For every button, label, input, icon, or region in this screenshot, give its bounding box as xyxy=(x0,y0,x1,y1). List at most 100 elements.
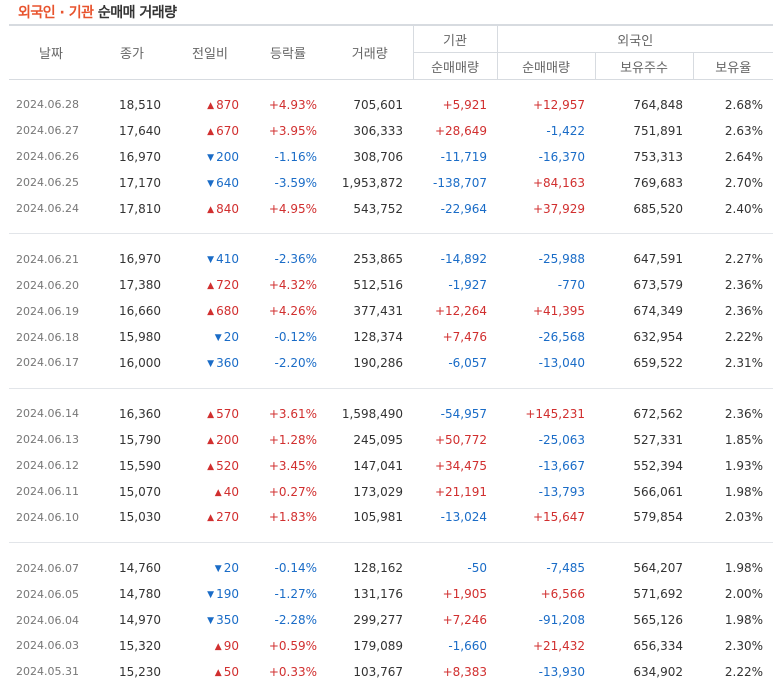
cell-foreign-holdings: 634,902 xyxy=(633,664,683,679)
cell-foreign-ratio: 2.31% xyxy=(724,355,763,370)
cell-change: ▲ 570 xyxy=(171,401,249,427)
cell-date: 2024.06.17 xyxy=(16,356,79,370)
cell-foreign-holdings: 673,579 xyxy=(633,278,683,293)
header-institution-net: 순매매량 xyxy=(412,52,497,80)
cell-rate: -3.59% xyxy=(274,175,317,190)
header-institution-group: 기관 xyxy=(412,24,497,53)
cell-change: ▼ 350 xyxy=(171,607,249,633)
change-value: 520 xyxy=(216,458,239,473)
cell-foreign-ratio: 2.30% xyxy=(724,638,763,653)
cell-foreign-holdings: 579,854 xyxy=(633,510,683,525)
triangle-down-icon: ▼ xyxy=(207,616,215,627)
cell-close: 16,360 xyxy=(119,406,161,421)
table-row: 2024.06.21 16,970 ▼ 410 -2.36% 253,865 -14,892… xyxy=(9,246,773,272)
cell-rate: +0.33% xyxy=(268,664,317,679)
separator-cell xyxy=(9,221,773,235)
cell-inst-net: -6,057 xyxy=(448,355,487,370)
cell-rate: +3.95% xyxy=(268,123,317,138)
cell-foreign-ratio: 1.98% xyxy=(724,613,763,628)
cell-foreign-ratio: 2.27% xyxy=(724,252,763,267)
cell-volume: 377,431 xyxy=(353,304,403,319)
cell-volume: 245,095 xyxy=(353,432,403,447)
cell-foreign-holdings: 527,331 xyxy=(633,432,683,447)
cell-volume: 306,333 xyxy=(353,123,403,138)
table-row: 2024.06.12 15,590 ▲ 520 +3.45% 147,041 +34,475… xyxy=(9,453,773,479)
header-rate: 등락률 xyxy=(249,24,327,80)
cell-volume: 179,089 xyxy=(353,638,403,653)
triangle-up-icon: ▲ xyxy=(207,513,215,524)
cell-rate: -0.14% xyxy=(274,561,317,576)
table-row: 2024.06.20 17,380 ▲ 720 +4.32% 512,516 -1,927 -… xyxy=(9,272,773,298)
cell-inst-net: +34,475 xyxy=(434,458,487,473)
cell-foreign-net: +41,395 xyxy=(532,304,585,319)
cell-change: ▼ 200 xyxy=(171,144,249,170)
cell-foreign-holdings: 571,692 xyxy=(633,587,683,602)
cell-foreign-ratio: 2.40% xyxy=(724,201,763,216)
change-value: 360 xyxy=(216,355,239,370)
cell-inst-net: +7,476 xyxy=(442,330,487,345)
cell-foreign-holdings: 632,954 xyxy=(633,330,683,345)
cell-change: ▲ 680 xyxy=(171,298,249,324)
cell-volume: 512,516 xyxy=(353,278,403,293)
cell-volume: 103,767 xyxy=(353,664,403,679)
cell-close: 15,790 xyxy=(119,432,161,447)
cell-date: 2024.06.19 xyxy=(16,304,79,318)
triangle-up-icon: ▲ xyxy=(207,307,215,318)
header-volume: 거래량 xyxy=(327,24,413,80)
table-row: 2024.05.31 15,230 ▲ 50 +0.33% 103,767 +8,383 -1… xyxy=(9,659,773,685)
cell-change: ▲ 870 xyxy=(171,92,249,118)
cell-foreign-ratio: 2.64% xyxy=(724,149,763,164)
change-value: 720 xyxy=(216,278,239,293)
cell-change: ▲ 720 xyxy=(171,272,249,298)
cell-foreign-holdings: 769,683 xyxy=(633,175,683,190)
spacer-cell xyxy=(9,234,773,247)
cell-rate: +4.95% xyxy=(268,201,317,216)
table-body: 2024.06.28 18,510 ▲ 870 +4.93% 705,601 +5,921 +… xyxy=(9,80,773,685)
triangle-down-icon: ▼ xyxy=(207,255,215,266)
cell-volume: 105,981 xyxy=(353,510,403,525)
cell-change: ▲ 50 xyxy=(171,659,249,685)
cell-close: 15,070 xyxy=(119,484,161,499)
cell-foreign-net: -13,040 xyxy=(538,355,585,370)
table-row: 2024.06.28 18,510 ▲ 870 +4.93% 705,601 +5,921 +… xyxy=(9,92,773,118)
cell-inst-net: +5,921 xyxy=(442,97,487,112)
header-foreign-holdings: 보유주수 xyxy=(594,52,693,80)
cell-rate: -2.28% xyxy=(274,613,317,628)
cell-inst-net: +28,649 xyxy=(434,123,487,138)
cell-date: 2024.06.03 xyxy=(16,639,79,653)
cell-date: 2024.06.13 xyxy=(16,433,79,447)
cell-foreign-ratio: 2.00% xyxy=(724,587,763,602)
cell-rate: -1.27% xyxy=(274,587,317,602)
cell-foreign-net: +84,163 xyxy=(532,175,585,190)
cell-change: ▲ 40 xyxy=(171,479,249,505)
cell-close: 17,380 xyxy=(119,278,161,293)
cell-rate: +0.27% xyxy=(268,484,317,499)
cell-rate: +3.45% xyxy=(268,458,317,473)
cell-volume: 131,176 xyxy=(353,587,403,602)
triangle-down-icon: ▼ xyxy=(214,564,222,575)
cell-foreign-ratio: 2.63% xyxy=(724,123,763,138)
cell-date: 2024.06.10 xyxy=(16,510,79,524)
cell-rate: +1.83% xyxy=(268,510,317,525)
cell-change: ▲ 200 xyxy=(171,427,249,453)
cell-change: ▼ 410 xyxy=(171,246,249,272)
cell-close: 16,970 xyxy=(119,252,161,267)
triangle-up-icon: ▲ xyxy=(207,204,215,215)
cell-inst-net: -138,707 xyxy=(433,175,487,190)
cell-volume: 147,041 xyxy=(353,458,403,473)
header-close: 종가 xyxy=(93,24,171,80)
group-spacer xyxy=(9,388,773,401)
cell-foreign-ratio: 1.93% xyxy=(724,458,763,473)
spacer-cell xyxy=(9,543,773,556)
cell-date: 2024.06.20 xyxy=(16,278,79,292)
group-spacer xyxy=(9,80,773,93)
cell-inst-net: -13,024 xyxy=(440,510,487,525)
cell-close: 16,970 xyxy=(119,149,161,164)
cell-date: 2024.06.04 xyxy=(16,613,79,627)
title-dot: · xyxy=(59,5,65,21)
change-value: 90 xyxy=(223,638,239,653)
change-value: 640 xyxy=(216,175,239,190)
change-value: 270 xyxy=(216,510,239,525)
cell-inst-net: -54,957 xyxy=(440,406,487,421)
header-change: 전일비 xyxy=(171,24,249,80)
